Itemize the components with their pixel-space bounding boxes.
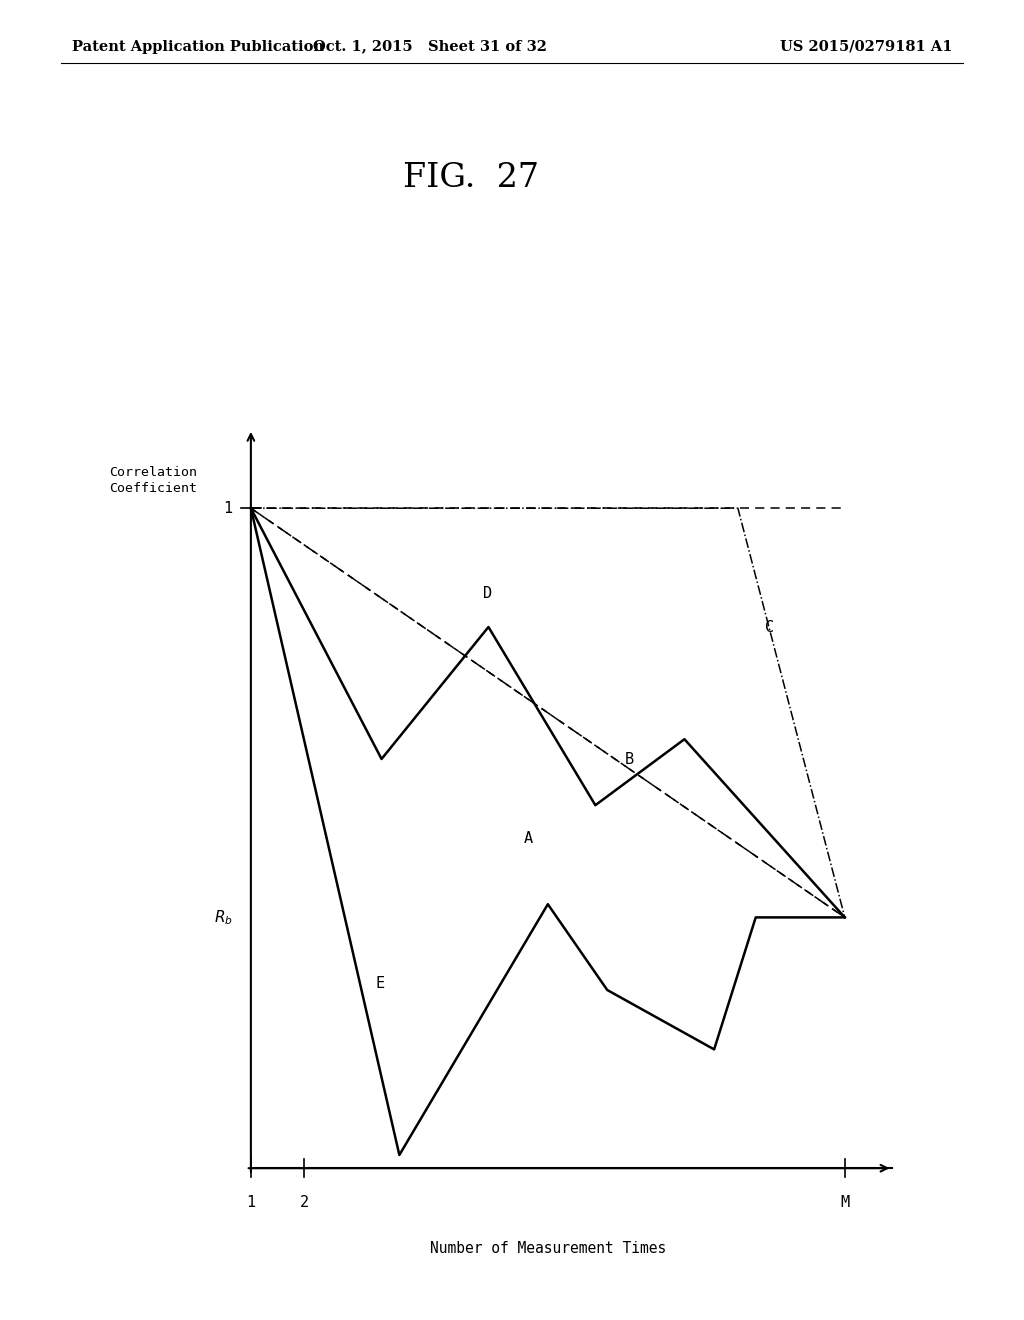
Text: M: M <box>841 1195 849 1209</box>
Text: 2: 2 <box>300 1195 309 1209</box>
Text: Number of Measurement Times: Number of Measurement Times <box>430 1241 666 1255</box>
Text: $R_b$: $R_b$ <box>214 908 232 927</box>
Text: 1: 1 <box>223 500 232 516</box>
Text: US 2015/0279181 A1: US 2015/0279181 A1 <box>780 40 952 54</box>
Text: Oct. 1, 2015   Sheet 31 of 32: Oct. 1, 2015 Sheet 31 of 32 <box>313 40 547 54</box>
Text: A: A <box>524 830 534 846</box>
Text: 1: 1 <box>247 1195 255 1209</box>
Text: E: E <box>376 975 385 991</box>
Text: FIG.  27: FIG. 27 <box>403 162 539 194</box>
Text: Correlation
Coefficient: Correlation Coefficient <box>110 466 198 495</box>
Text: C: C <box>765 619 774 635</box>
Text: Patent Application Publication: Patent Application Publication <box>72 40 324 54</box>
Text: B: B <box>625 751 634 767</box>
Text: D: D <box>482 586 492 602</box>
